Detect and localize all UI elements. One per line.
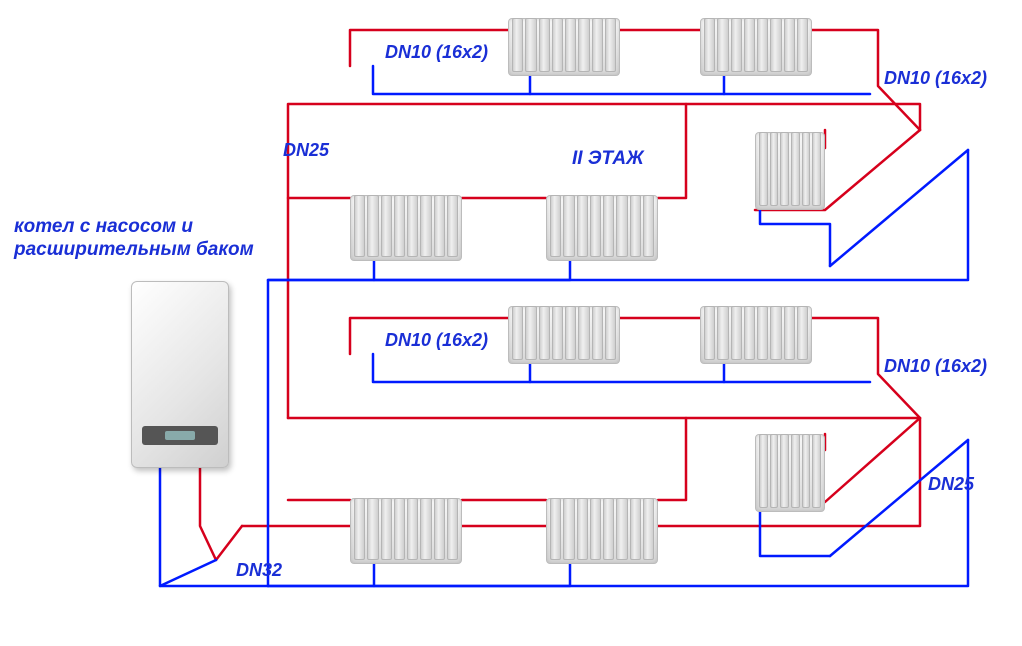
return-pipe [374,564,570,586]
boiler-caption: котел с насосом и расширительным баком [14,216,254,262]
label-floor-2: II ЭТАЖ [572,148,644,171]
label-dn32: DN32 [236,560,282,582]
label-dn25-upper: DN25 [283,140,329,162]
return-pipe [160,560,216,586]
label-dn10-a: DN10 (16x2) [385,42,488,64]
return-pipe [760,512,830,556]
radiator [508,306,620,364]
return-pipe [268,564,374,586]
return-pipe [374,261,570,280]
supply-pipe [658,418,686,500]
radiator [350,195,462,261]
return-pipe [830,440,968,556]
boiler-control-panel [142,426,219,445]
radiator [755,132,825,210]
boiler-unit [131,281,229,468]
return-pipe [830,150,968,266]
return-pipe [373,354,530,382]
radiator [755,434,825,512]
supply-pipe [825,418,920,502]
label-dn25-lower: DN25 [928,474,974,496]
supply-pipe [200,466,242,560]
supply-pipe [658,104,686,198]
return-pipe [373,66,530,94]
return-pipe [268,261,374,280]
label-dn10-b: DN10 (16x2) [884,68,987,90]
radiator [700,18,812,76]
radiator [546,498,658,564]
return-pipe [530,364,724,382]
radiator [546,195,658,261]
radiator [350,498,462,564]
return-pipe [760,210,830,266]
diagram-stage: котел с насосом и расширительным баком D… [0,0,1022,646]
label-dn10-c: DN10 (16x2) [385,330,488,352]
radiator [700,306,812,364]
radiator [508,18,620,76]
return-pipe [530,76,724,94]
label-dn10-d: DN10 (16x2) [884,356,987,378]
